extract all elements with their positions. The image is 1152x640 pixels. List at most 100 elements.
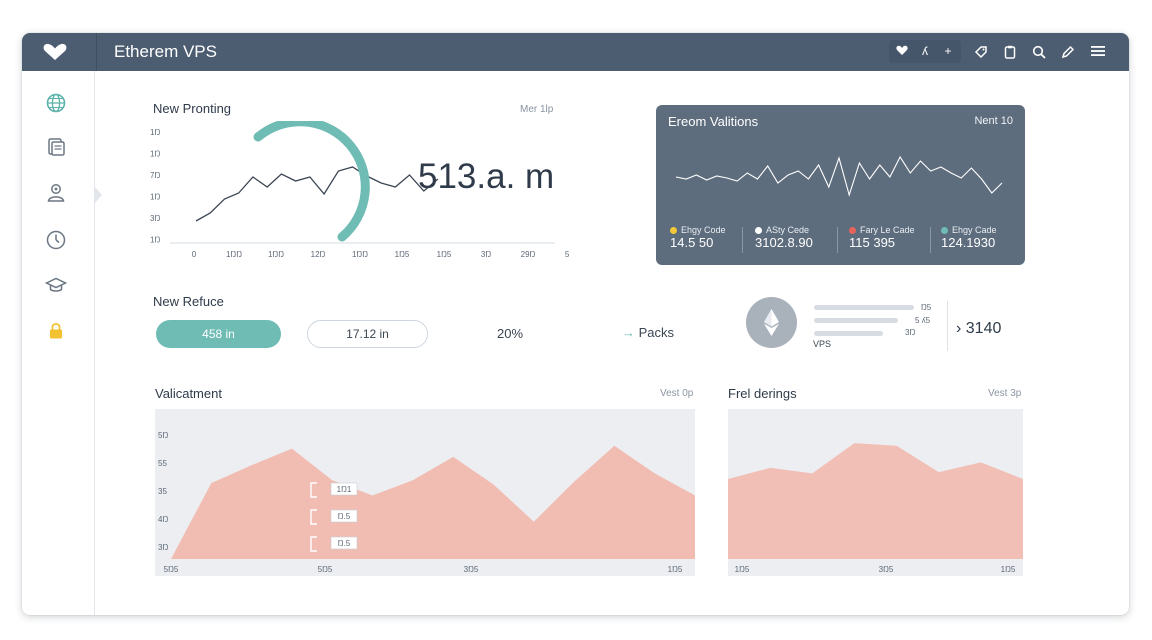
metric-1: Ehgy Code 14.5 50: [670, 225, 726, 250]
chart-icon[interactable]: ʎ: [922, 44, 928, 58]
vps-bar-value: 5 ʎ5: [915, 316, 931, 325]
title-separator: [96, 33, 97, 71]
valitions-meta: Nent 10: [974, 115, 1013, 127]
globe-icon[interactable]: [44, 91, 68, 115]
metric-divider: [930, 227, 931, 253]
vps-big-value: › 3140: [956, 320, 1002, 337]
clock-icon[interactable]: [44, 228, 68, 252]
toolbar-group: ʎ +: [889, 40, 961, 63]
pronting-x-tick: 1ŊŊ: [352, 250, 368, 259]
sidebar: [22, 71, 95, 615]
title-bar: Etherem VPS ʎ +: [22, 33, 1129, 71]
cap-icon[interactable]: [44, 273, 68, 297]
pronting-title: New Pronting: [153, 101, 232, 116]
gauge-value: 513.a. m: [418, 157, 555, 196]
derings-x-tick: 1Ŋ5: [735, 565, 750, 574]
valicatment-callout-label: Ŋ.5: [338, 512, 351, 521]
valicatment-y-tick: 3Ŋ: [158, 543, 168, 552]
valicatment-chart-area: 5Ŋ 55 35 4Ŋ 3Ŋ 5Ŋ5 5Ŋ5 3Ŋ5 1Ŋ5 1Ŋ1 Ŋ.5 Ŋ.5: [155, 409, 695, 576]
metric-2-label: ASty Cede: [766, 225, 810, 235]
heart-logo-icon[interactable]: [42, 42, 68, 62]
derings-area-chart: 1Ŋ5 3Ŋ5 1Ŋ5: [728, 443, 1023, 574]
valicatment-meta: Vest 0p: [660, 388, 694, 399]
vps-bar: [814, 305, 914, 310]
refuce-primary-pill[interactable]: 458 in: [156, 320, 281, 348]
metric-3-dot: [849, 227, 856, 235]
search-icon[interactable]: [1028, 40, 1050, 63]
user-icon[interactable]: [44, 180, 68, 204]
pronting-y-tick: 1Ŋ: [150, 193, 160, 202]
refuce-secondary-pill[interactable]: 17.12 in: [307, 320, 428, 348]
valicatment-x-tick: 5Ŋ5: [318, 565, 333, 574]
metric-4: Ehgy Cade 124.1930: [941, 225, 997, 250]
valicatment-callout-bracket: [310, 482, 317, 498]
valicatment-callout-box: [330, 482, 358, 496]
pronting-y-tick: 1Ŋ: [150, 236, 160, 245]
valicatment-x-tick: 1Ŋ5: [668, 565, 683, 574]
metric-divider: [837, 227, 838, 253]
derings-chart-area: 1Ŋ5 3Ŋ5 1Ŋ5: [728, 409, 1023, 576]
derings-x-tick: 3Ŋ5: [879, 565, 894, 574]
valicatment-x-tick: 3Ŋ5: [464, 565, 479, 574]
vps-label: VPS: [813, 339, 832, 349]
pronting-y-tick: 1Ŋ: [150, 150, 160, 159]
metric-2: ASty Cede 3102.8.90: [755, 225, 813, 250]
vps-bar: [814, 331, 883, 336]
edit-icon[interactable]: [1057, 40, 1079, 63]
pronting-x-tick: 1Ŋ5: [437, 250, 452, 259]
valitions-line-chart: [675, 155, 1003, 197]
metric-1-dot: [670, 227, 677, 235]
valitions-card: Ereom Valitions Nent 10 Ehgy Code 14.5 5…: [656, 105, 1025, 265]
metric-2-value: 3102.8.90: [755, 235, 813, 250]
valicatment-area-chart: 5Ŋ 55 35 4Ŋ 3Ŋ 5Ŋ5 5Ŋ5 3Ŋ5 1Ŋ5 1Ŋ1 Ŋ.5 Ŋ.5: [158, 431, 695, 574]
metric-divider: [742, 227, 743, 253]
derings-series-area: [728, 443, 1023, 559]
pronting-line-chart: 1Ŋ 1Ŋ 7Ŋ 1Ŋ 3Ŋ 1Ŋ 0 1ŊŊ 1ŊŊ 12Ŋ 1ŊŊ 1Ŋ5 1Ŋ5 3Ŋ 29Ŋ 5Ŋ: [150, 121, 570, 259]
valicatment-x-tick: 5Ŋ5: [164, 565, 179, 574]
pronting-x-tick: 5Ŋ: [565, 250, 570, 259]
document-icon[interactable]: [44, 135, 68, 159]
app-title: Etherem VPS: [114, 42, 217, 61]
pronting-x-tick: 3Ŋ: [481, 250, 491, 259]
pronting-y-tick: 1Ŋ: [150, 128, 160, 137]
pronting-x-tick: 1ŊŊ: [226, 250, 242, 259]
valicatment-y-tick: 5Ŋ: [158, 431, 168, 440]
pronting-x-tick: 1Ŋ5: [395, 250, 410, 259]
pronting-x-tick: 29Ŋ: [521, 250, 536, 259]
valicatment-callout-label: 1Ŋ1: [337, 485, 352, 494]
valicatment-title: Valicatment: [155, 386, 222, 401]
valitions-series-line: [675, 155, 1003, 197]
valicatment-callout-label: Ŋ.5: [338, 539, 351, 548]
vps-bar-value: 3Ŋ: [905, 328, 916, 337]
pronting-y-tick: 3Ŋ: [150, 214, 160, 223]
tag-icon[interactable]: [970, 40, 992, 63]
vps-bar: [814, 318, 898, 323]
plus-icon[interactable]: +: [944, 44, 952, 58]
metric-3-value: 115 395: [849, 235, 896, 250]
heart-icon[interactable]: [891, 40, 913, 63]
valicatment-callout-bracket: [310, 536, 317, 552]
valicatment-y-tick: 4Ŋ: [158, 515, 168, 524]
gauge-arc: [253, 121, 370, 242]
vps-bar-value: Ŋ5: [921, 303, 932, 312]
valicatment-callout-box: [330, 509, 358, 523]
metric-4-label: Ehgy Cade: [952, 225, 997, 235]
pronting-x-tick: 0: [192, 250, 197, 259]
pronting-meta: Mer 1lp: [520, 104, 554, 115]
packs-link[interactable]: → Packs: [622, 325, 674, 340]
app-window: Etherem VPS ʎ +: [22, 33, 1129, 615]
derings-title: Frel derings: [728, 386, 797, 401]
metric-3-label: Fary Le Cade: [860, 225, 915, 235]
arrow-right-icon: →: [622, 325, 635, 340]
sidebar-caret: [95, 187, 102, 203]
lock-icon[interactable]: [44, 319, 68, 343]
metric-1-value: 14.5 50: [670, 235, 714, 250]
refuce-title: New Refuce: [153, 294, 224, 309]
refuce-percent: 20%: [497, 326, 524, 341]
ethereum-icon[interactable]: [746, 297, 797, 348]
metric-4-value: 124.1930: [941, 235, 996, 250]
menu-icon[interactable]: [1087, 40, 1109, 63]
clipboard-icon[interactable]: [999, 40, 1021, 63]
derings-x-tick: 1Ŋ5: [1001, 565, 1016, 574]
packs-link-label: Packs: [638, 325, 675, 340]
